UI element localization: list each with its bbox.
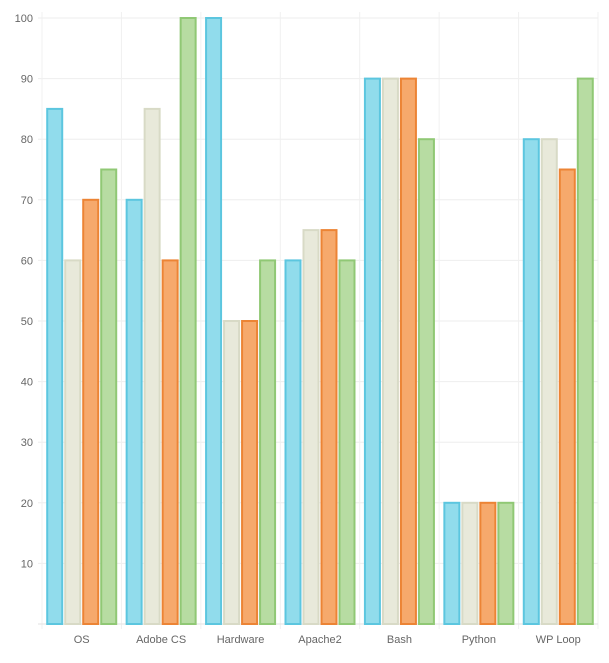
bars — [46, 17, 594, 626]
bar-bash-series-4 — [417, 138, 435, 625]
bar-python-series-4 — [497, 501, 515, 625]
bar-adobe-cs-series-2 — [143, 107, 161, 625]
bar-hardware-series-3 — [241, 320, 259, 625]
x-tick-label: OS — [74, 634, 90, 646]
bar-adobe-cs-series-4 — [179, 17, 197, 625]
y-axis: 10 20 30 40 50 60 70 80 90 100 — [15, 13, 33, 570]
bar-hardware-series-1 — [205, 17, 223, 625]
bar-python-series-1 — [443, 501, 461, 625]
bar-hardware-series-2 — [223, 320, 241, 625]
bar-os-series-4 — [100, 168, 118, 625]
x-tick-label: Apache2 — [298, 634, 341, 646]
bar-wp-loop-series-1 — [522, 138, 540, 625]
y-tick-label: 70 — [21, 195, 33, 207]
bar-bash-series-1 — [363, 77, 381, 626]
y-tick-label: 80 — [21, 134, 33, 146]
x-tick-label: Adobe CS — [136, 634, 186, 646]
bar-wp-loop-series-2 — [540, 138, 558, 625]
bar-apache2-series-1 — [284, 259, 302, 625]
x-axis: OS Adobe CS Hardware Apache2 Bash Python WP Lo… — [74, 634, 581, 646]
y-tick-label: 50 — [21, 316, 33, 328]
x-tick-label: Bash — [387, 634, 412, 646]
bar-python-series-3 — [479, 501, 497, 625]
bar-os-series-3 — [82, 198, 100, 626]
x-tick-label: Hardware — [217, 634, 265, 646]
y-tick-label: 90 — [21, 74, 33, 86]
bar-hardware-series-4 — [259, 259, 277, 625]
bar-wp-loop-series-4 — [576, 77, 594, 626]
bar-apache2-series-3 — [320, 229, 338, 625]
bar-apache2-series-4 — [338, 259, 356, 625]
bar-bash-series-3 — [399, 77, 417, 626]
bar-adobe-cs-series-3 — [161, 259, 179, 625]
y-tick-label: 40 — [21, 377, 33, 389]
bar-wp-loop-series-3 — [558, 168, 576, 625]
bar-os-series-2 — [64, 259, 82, 625]
y-tick-label: 10 — [21, 558, 33, 570]
y-tick-label: 30 — [21, 437, 33, 449]
bar-python-series-2 — [461, 501, 479, 625]
y-tick-label: 60 — [21, 255, 33, 267]
bar-adobe-cs-series-1 — [125, 198, 143, 626]
bar-apache2-series-2 — [302, 229, 320, 625]
bar-os-series-1 — [46, 107, 64, 625]
x-tick-label: Python — [462, 634, 496, 646]
y-tick-label: 20 — [21, 498, 33, 510]
y-tick-label: 100 — [15, 13, 33, 25]
x-tick-label: WP Loop — [536, 634, 581, 646]
bar-bash-series-2 — [381, 77, 399, 626]
